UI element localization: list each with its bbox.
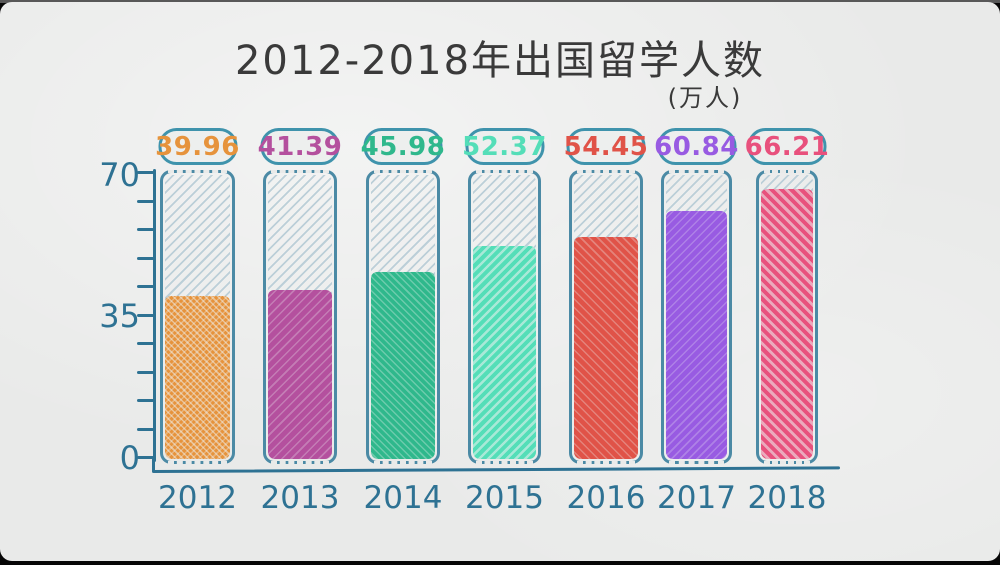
bar-column-2015: 52.37 2015 [462,2,547,565]
bar-tube [756,170,818,464]
x-axis-label: 2016 [566,480,646,516]
value-badge: 41.39 [257,128,343,165]
bar-tube [366,170,440,464]
value-badge: 39.96 [155,128,240,165]
bar-column-2018: 66.21 2018 [745,2,829,565]
value-text: 52.37 [462,131,547,162]
bar-column-2012: 39.96 2012 [155,2,240,565]
unit-label: (万人) [667,84,743,112]
tube-bottom-dash [764,461,810,464]
y-tick-label-70: 70 [99,156,140,194]
tube-bottom-dash [476,461,533,464]
top-edge-strip [0,0,1000,3]
bar-tube [569,170,643,464]
y-axis-tick [137,456,154,459]
bar-tube [661,170,732,464]
tube-bottom-dash [577,461,635,464]
bar-column-2017: 60.84 2017 [654,2,738,565]
bar-fill [761,189,813,459]
x-axis-label: 2012 [158,480,237,516]
bar-fill [371,272,435,459]
tube-top-dash [476,170,533,173]
y-axis-tick [137,256,154,260]
tube-bottom-dash [669,461,724,464]
y-axis-tick [137,171,154,174]
value-badge: 60.84 [654,128,739,165]
tube-bottom-dash [271,461,329,464]
y-tick-label-35: 35 [99,297,140,335]
bar-fill [473,246,536,459]
value-badge: 45.98 [360,128,446,165]
y-tick-label-0: 0 [119,439,140,477]
chart-title: 2012-2018年出国留学人数 [234,38,766,84]
bar-tube [263,170,337,464]
tube-top-dash [577,170,635,173]
y-axis-tick [137,427,154,431]
x-axis-label: 2015 [465,480,544,516]
bar-column-2014: 45.98 2014 [360,2,446,565]
x-axis-label: 2014 [363,480,443,516]
x-axis-hook [152,458,155,472]
bar-fill [574,237,638,459]
y-axis-tick [137,313,154,317]
y-axis-tick [137,370,154,374]
tube-top-dash [271,170,329,173]
value-badge: 54.45 [563,128,649,165]
value-text: 39.96 [155,131,240,162]
x-axis-label: 2017 [657,480,736,516]
bar-fill [268,290,332,459]
y-axis-tick [137,228,154,231]
x-axis-label: 2013 [260,480,340,516]
tube-top-dash [168,170,227,173]
tube-bottom-dash [168,461,227,464]
y-axis-line [153,169,156,462]
y-axis-tick [137,399,154,402]
x-axis-label: 2018 [747,480,827,516]
tube-top-dash [764,170,810,173]
y-axis-tick [137,285,154,288]
bar-tube [468,170,541,464]
bar-tube [160,170,235,464]
bar-fill [165,296,230,459]
value-text: 60.84 [654,131,739,162]
value-text: 66.21 [744,131,830,162]
tube-top-dash [669,170,724,173]
tube-top-dash [374,170,432,173]
value-badge: 66.21 [744,128,830,165]
bar-column-2013: 41.39 2013 [257,2,343,565]
value-text: 45.98 [360,131,446,162]
y-axis-tick [137,342,154,345]
value-badge: 52.37 [462,128,547,165]
y-axis-tick [137,199,154,203]
bar-column-2016: 54.45 2016 [563,2,649,565]
value-text: 41.39 [257,131,343,162]
value-text: 54.45 [563,131,649,162]
tube-bottom-dash [374,461,432,464]
bar-fill [666,211,727,459]
